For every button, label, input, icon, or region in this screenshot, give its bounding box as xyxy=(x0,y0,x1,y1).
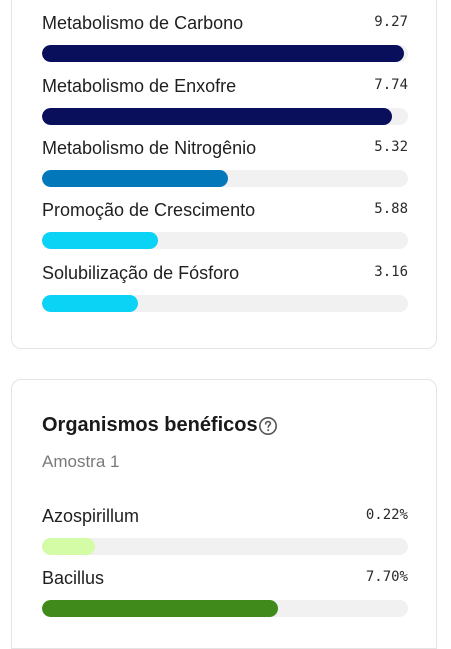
metric-value: 9.27 xyxy=(374,14,408,30)
progress-fill xyxy=(42,45,404,62)
progress-track xyxy=(42,232,408,249)
progress-track xyxy=(42,295,408,312)
metric-value: 5.32 xyxy=(374,139,408,155)
metric-label: Metabolismo de Carbono xyxy=(42,13,244,33)
progress-fill xyxy=(42,295,138,312)
help-circle-icon[interactable] xyxy=(258,416,278,436)
metric-label: Metabolismo de Enxofre xyxy=(42,76,237,96)
sample-label: Amostra 1 xyxy=(42,452,120,471)
progress-fill xyxy=(42,232,159,249)
organism-value: 0.22% xyxy=(365,507,408,523)
progress-track xyxy=(42,45,408,62)
section-title: Organismos benéficos xyxy=(42,414,258,436)
organism-value: 7.70% xyxy=(365,569,408,585)
metric-label: Promoção de Crescimento xyxy=(42,200,256,220)
organism-label: Azospirillum xyxy=(42,506,140,526)
progress-track xyxy=(42,538,408,555)
organism-label: Bacillus xyxy=(42,568,105,588)
progress-fill xyxy=(42,170,228,187)
progress-track xyxy=(42,108,408,125)
progress-fill xyxy=(42,600,279,617)
metric-value: 3.16 xyxy=(374,264,408,280)
metric-label: Metabolismo de Nitrogênio xyxy=(42,138,257,158)
metric-value: 7.74 xyxy=(374,77,408,93)
progress-track xyxy=(42,600,408,617)
functional-metabolism-card: Metabolismo de Carbono 9.27 Metabolismo … xyxy=(11,0,437,349)
progress-fill xyxy=(42,108,392,125)
progress-fill xyxy=(42,538,96,555)
metric-value: 5.88 xyxy=(374,201,408,217)
progress-track xyxy=(42,170,408,187)
beneficial-organisms-card: Organismos benéficos Amostra 1 Azospiril… xyxy=(11,379,437,649)
metric-label: Solubilização de Fósforo xyxy=(42,263,240,283)
